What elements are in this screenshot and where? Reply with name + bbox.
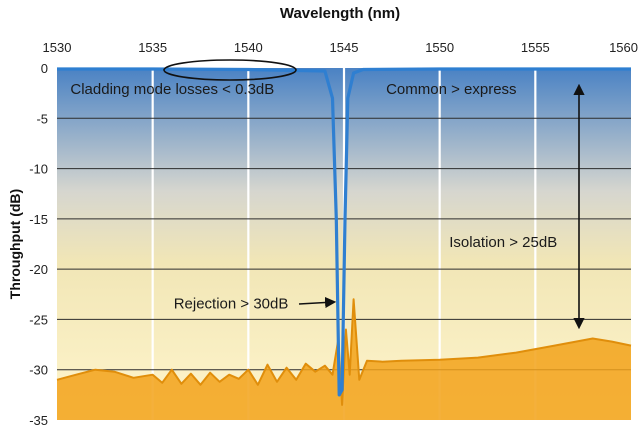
x-tick-label: 1550 — [425, 40, 454, 55]
y-tick-label: 0 — [41, 61, 48, 76]
annotation-label: Common > express — [386, 81, 516, 98]
y-tick-label: -10 — [29, 162, 48, 177]
chart-title: Wavelength (nm) — [280, 5, 400, 22]
y-tick-label: -35 — [29, 413, 48, 428]
x-tick-label: 1535 — [138, 40, 167, 55]
y-tick-label: -25 — [29, 312, 48, 327]
x-tick-label: 1555 — [521, 40, 550, 55]
annotation-label: Cladding mode losses < 0.3dB — [70, 81, 274, 98]
annotations: Cladding mode losses < 0.3dB Common > exp… — [70, 81, 557, 312]
annotation-label: Isolation > 25dB — [449, 234, 557, 251]
isolation-area — [57, 299, 631, 420]
y-tick-label: -20 — [29, 262, 48, 277]
y-tick-label: -30 — [29, 363, 48, 378]
y-tick-label: -15 — [29, 212, 48, 227]
x-tick-label: 1545 — [330, 40, 359, 55]
annotation-label: Rejection > 30dB — [174, 295, 289, 312]
rejection-arrow — [298, 296, 337, 309]
y-tick-label: -5 — [36, 111, 48, 126]
x-tick-label: 1540 — [234, 40, 263, 55]
isolation-line — [56, 298, 632, 406]
x-tick-labels: 1530 1535 1540 1545 1550 1555 1560 — [43, 40, 638, 55]
x-tick-label: 1560 — [609, 40, 638, 55]
cladding-loss-ellipse — [163, 59, 297, 81]
y-axis-label: Throughput (dB) — [7, 189, 23, 299]
y-tick-labels: 0 -5 -10 -15 -20 -25 -30 -35 — [29, 61, 48, 428]
express-line — [57, 67, 631, 397]
x-tick-label: 1530 — [43, 40, 72, 55]
